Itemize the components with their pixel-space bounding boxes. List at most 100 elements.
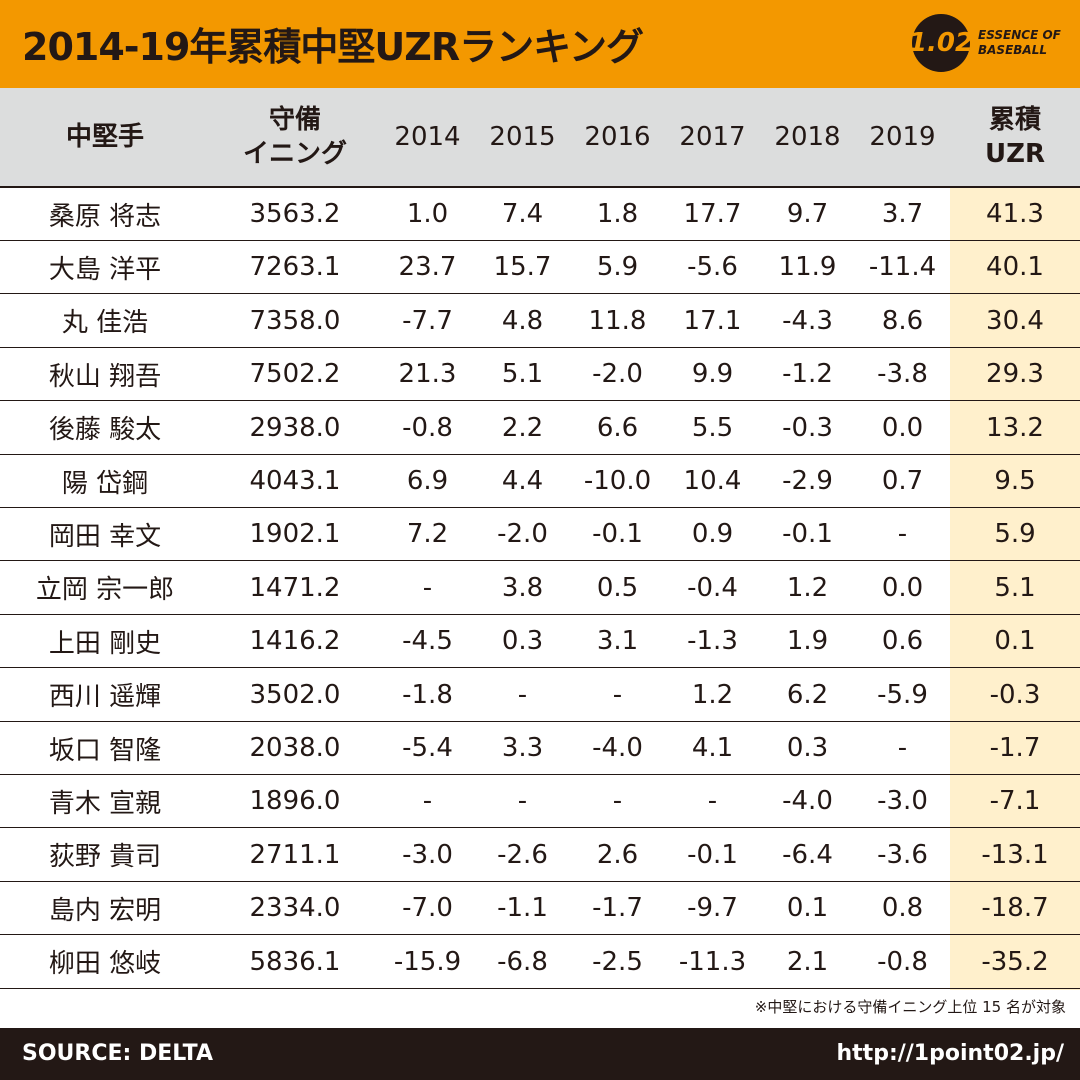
total-uzr-value: 13.2 — [986, 412, 1044, 443]
uzr-2015: - — [517, 679, 528, 710]
player-name: 上田 剛史 — [48, 628, 162, 659]
innings-value: 7502.2 — [249, 359, 341, 390]
uzr-2017: 17.7 — [683, 199, 742, 229]
table-row: 秋山 翔吾 7502.2 21.3 5.1 -2.0 9.9 -1.2 -3.8 29.3 — [0, 348, 1080, 402]
uzr-2016: 1.8 — [596, 199, 639, 229]
uzr-2014: 7.2 — [406, 519, 449, 550]
uzr-2019: 3.7 — [881, 199, 924, 229]
uzr-2019: - — [897, 519, 908, 550]
uzr-2018: 0.3 — [786, 733, 829, 763]
uzr-2017: 9.9 — [691, 359, 734, 390]
innings-value: 7263.1 — [249, 252, 341, 283]
uzr-2019: -3.6 — [877, 839, 928, 870]
uzr-2018: 1.2 — [786, 572, 829, 603]
uzr-2014: 1.0 — [406, 199, 449, 229]
uzr-2016: -1.7 — [592, 893, 643, 924]
table-row: 上田 剛史 1416.2 -4.5 0.3 3.1 -1.3 1.9 0.6 0.1 — [0, 615, 1080, 669]
total-uzr-value: -13.1 — [981, 839, 1049, 870]
header-year-2015: 2015 — [489, 122, 556, 152]
uzr-2017: -0.4 — [687, 572, 738, 603]
uzr-2016: -10.0 — [583, 466, 652, 496]
table-row: 西川 遥輝 3502.0 -1.8 - - 1.2 6.2 -5.9 -0.3 — [0, 669, 1080, 722]
table-row: 立岡 宗一郎 1471.2 - 3.8 0.5 -0.4 1.2 0.0 5.1 — [0, 562, 1080, 615]
uzr-2016: -2.0 — [592, 359, 643, 390]
innings-value: 7358.0 — [249, 305, 341, 336]
total-uzr-value: 0.1 — [994, 626, 1036, 657]
header-innings: 守備 イニング — [242, 105, 347, 169]
player-name: 島内 宏明 — [48, 895, 162, 926]
brand-logo: 1.02 ESSENCE OF BASEBALL — [909, 14, 1072, 74]
player-name: 荻野 貴司 — [48, 842, 162, 873]
innings-value: 2938.0 — [249, 412, 341, 443]
total-uzr-value: 5.1 — [994, 572, 1036, 603]
table-row: 島内 宏明 2334.0 -7.0 -1.1 -1.7 -9.7 0.1 0.8 -18.7 — [0, 882, 1080, 936]
header-year-2014: 2014 — [394, 122, 461, 152]
player-name: 丸 佳浩 — [61, 308, 149, 339]
table-row: 坂口 智隆 2038.0 -5.4 3.3 -4.0 4.1 0.3 - -1.7 — [0, 722, 1080, 775]
uzr-2019: -5.9 — [877, 679, 928, 710]
table-row: 柳田 悠岐 5836.1 -15.9 -6.8 -2.5 -11.3 2.1 -0.8 -35.… — [0, 936, 1080, 989]
uzr-2015: -2.6 — [497, 839, 548, 870]
uzr-2016: 11.8 — [588, 305, 647, 336]
player-name: 桑原 将志 — [48, 201, 162, 232]
total-uzr-value: -1.7 — [989, 733, 1041, 763]
uzr-2019: 0.0 — [881, 572, 924, 603]
uzr-2014: -4.5 — [402, 626, 453, 657]
uzr-2019: -3.0 — [877, 786, 928, 817]
uzr-2018: -6.4 — [782, 839, 833, 870]
uzr-2019: 0.6 — [881, 626, 924, 657]
innings-value: 3502.0 — [249, 679, 341, 710]
header-year-2018: 2018 — [774, 122, 841, 152]
player-name: 大島 洋平 — [48, 254, 162, 285]
uzr-2019: 0.0 — [881, 412, 924, 443]
header-player: 中堅手 — [65, 122, 144, 152]
source-label: SOURCE: DELTA — [22, 1041, 213, 1066]
uzr-2015: 7.4 — [501, 199, 544, 229]
uzr-2019: - — [897, 733, 908, 763]
uzr-2014: -5.4 — [402, 733, 453, 763]
player-name: 西川 遥輝 — [48, 682, 162, 713]
player-name: 岡田 幸文 — [48, 521, 162, 552]
uzr-2015: 3.3 — [501, 733, 544, 763]
table-row: 岡田 幸文 1902.1 7.2 -2.0 -0.1 0.9 -0.1 - 5.9 — [0, 508, 1080, 562]
uzr-2014: -3.0 — [402, 839, 453, 870]
uzr-2015: 3.8 — [501, 572, 544, 603]
uzr-2014: 6.9 — [406, 466, 449, 496]
total-uzr-value: -35.2 — [981, 946, 1049, 977]
innings-value: 1416.2 — [249, 626, 341, 657]
uzr-2019: 8.6 — [881, 305, 924, 336]
uzr-2015: -2.0 — [497, 519, 548, 550]
uzr-2018: -4.3 — [782, 305, 833, 336]
uzr-2014: 21.3 — [398, 359, 457, 390]
innings-value: 2711.1 — [249, 839, 341, 870]
innings-value: 1896.0 — [249, 786, 341, 817]
uzr-2017: 17.1 — [683, 305, 742, 336]
total-uzr-value: 40.1 — [986, 252, 1044, 283]
page-title: 2014-19年累積中堅UZRランキング — [22, 25, 644, 69]
uzr-2014: -7.0 — [402, 893, 453, 924]
logo-line-2: BASEBALL — [978, 43, 1047, 57]
total-uzr-value: 30.4 — [986, 305, 1044, 336]
site-url[interactable]: http://1point02.jp/ — [836, 1041, 1065, 1066]
uzr-2019: -3.8 — [877, 359, 928, 390]
table-row: 青木 宣親 1896.0 - - - - -4.0 -3.0 -7.1 — [0, 775, 1080, 829]
title-bar: 2014-19年累積中堅UZRランキング 1.02 ESSENCE OF BAS… — [0, 0, 1080, 88]
uzr-2017: -9.7 — [687, 893, 738, 924]
uzr-2018: 2.1 — [786, 946, 829, 977]
uzr-2015: - — [517, 786, 528, 817]
uzr-2018: -0.3 — [782, 412, 833, 443]
uzr-2017: 4.1 — [691, 733, 734, 763]
uzr-2015: -6.8 — [497, 946, 548, 977]
player-name: 秋山 翔吾 — [48, 361, 162, 392]
uzr-2019: 0.8 — [881, 893, 924, 924]
header-year-2019: 2019 — [869, 122, 936, 152]
player-name: 陽 岱鋼 — [61, 468, 149, 499]
uzr-2015: 5.1 — [501, 359, 544, 390]
header-year-2017: 2017 — [679, 122, 746, 152]
uzr-2018: 0.1 — [786, 893, 829, 924]
uzr-2016: - — [612, 786, 623, 817]
uzr-2018: -2.9 — [782, 466, 833, 496]
total-uzr-value: 41.3 — [986, 199, 1044, 229]
table-row: 荻野 貴司 2711.1 -3.0 -2.6 2.6 -0.1 -6.4 -3.6 -13.1 — [0, 829, 1080, 882]
uzr-2017: -1.3 — [687, 626, 738, 657]
